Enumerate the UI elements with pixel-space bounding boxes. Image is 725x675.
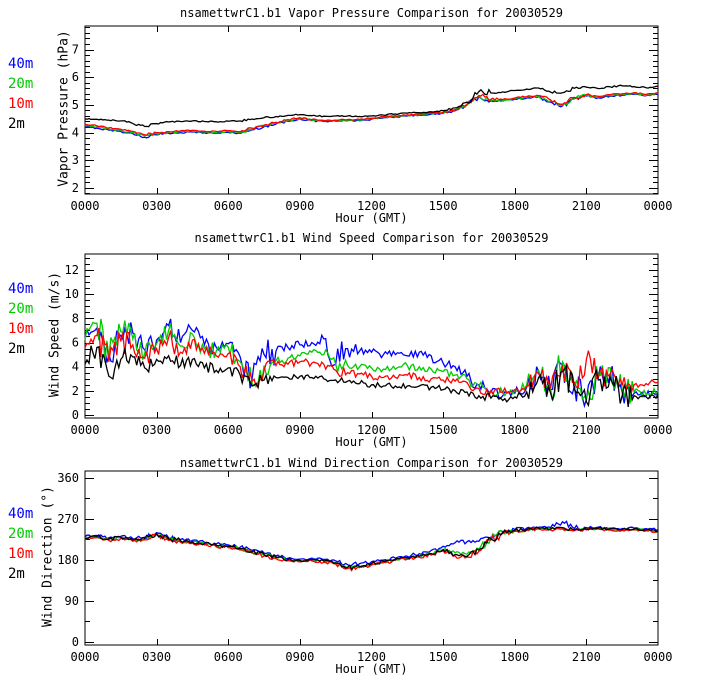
svg-text:0900: 0900	[285, 650, 314, 664]
legend-item-2m: 2m	[8, 116, 25, 132]
wind-speed-panel: nsamettwrC1.b1 Wind Speed Comparison for…	[0, 225, 725, 450]
svg-text:0: 0	[72, 635, 79, 649]
legend-item-40m: 40m	[8, 281, 34, 297]
svg-text:0300: 0300	[142, 199, 171, 213]
svg-text:0600: 0600	[214, 650, 243, 664]
legend-item-20m: 20m	[8, 301, 34, 317]
wind-speed-chart: 0000 0300 0600 0900 1200 1500 1800 2100 00000246…	[65, 253, 673, 437]
svg-text:2: 2	[72, 384, 79, 398]
svg-text:10: 10	[65, 287, 79, 301]
legend-item-40m: 40m	[8, 56, 34, 72]
svg-text:0000: 0000	[71, 423, 100, 437]
svg-text:1800: 1800	[500, 650, 529, 664]
svg-text:0600: 0600	[214, 423, 243, 437]
legend-item-10m: 10m	[8, 321, 34, 337]
svg-text:4: 4	[72, 360, 79, 374]
svg-text:0000: 0000	[644, 650, 673, 664]
wind-speed-title: nsamettwrC1.b1 Wind Speed Comparison for…	[194, 231, 549, 245]
legend-item-40m: 40m	[8, 506, 34, 522]
svg-text:2100: 2100	[572, 199, 601, 213]
wind-direction-chart: 0000 0300 0600 0900 1200 1500 1800 2100 00000901…	[57, 470, 673, 664]
svg-text:2: 2	[72, 181, 79, 195]
legend-item-2m: 2m	[8, 566, 25, 582]
svg-text:0: 0	[72, 408, 79, 422]
svg-text:360: 360	[57, 471, 79, 485]
svg-text:0900: 0900	[285, 423, 314, 437]
svg-text:3: 3	[72, 153, 79, 167]
svg-text:0300: 0300	[142, 423, 171, 437]
svg-text:4: 4	[72, 126, 79, 140]
vapor-pressure-chart: 0000 0300 0600 0900 1200 1500 1800 2100 0000 2 3 4 5…	[71, 25, 673, 213]
svg-text:0000: 0000	[71, 650, 100, 664]
svg-text:6: 6	[72, 336, 79, 350]
svg-text:0000: 0000	[644, 199, 673, 213]
svg-text:2100: 2100	[572, 650, 601, 664]
wind-direction-title: nsamettwrC1.b1 Wind Direction Comparison…	[180, 456, 563, 470]
svg-text:90: 90	[65, 594, 79, 608]
wind-direction-xlabel: Hour (GMT)	[335, 662, 408, 675]
legend-item-20m: 20m	[8, 76, 34, 92]
svg-text:5: 5	[72, 98, 79, 112]
svg-text:0000: 0000	[71, 199, 100, 213]
legend-item-10m: 10m	[8, 96, 34, 112]
vapor-pressure-title: nsamettwrC1.b1 Vapor Pressure Comparison…	[180, 6, 563, 20]
svg-text:1200: 1200	[357, 199, 386, 213]
wind-direction-panel: nsamettwrC1.b1 Wind Direction Comparison…	[0, 450, 725, 675]
svg-text:0900: 0900	[285, 199, 314, 213]
svg-text:1200: 1200	[357, 423, 386, 437]
legend-item-2m: 2m	[8, 341, 25, 357]
svg-text:1800: 1800	[500, 423, 529, 437]
svg-text:8: 8	[72, 311, 79, 325]
svg-text:1500: 1500	[429, 423, 458, 437]
svg-text:1500: 1500	[429, 650, 458, 664]
legend-item-20m: 20m	[8, 526, 34, 542]
vapor-pressure-xlabel: Hour (GMT)	[335, 211, 408, 225]
svg-text:7: 7	[72, 43, 79, 57]
legend-item-10m: 10m	[8, 546, 34, 562]
svg-text:180: 180	[57, 553, 79, 567]
svg-text:0300: 0300	[142, 650, 171, 664]
svg-text:0600: 0600	[214, 199, 243, 213]
svg-text:6: 6	[72, 70, 79, 84]
wind-speed-xlabel: Hour (GMT)	[335, 435, 408, 449]
svg-text:2100: 2100	[572, 423, 601, 437]
svg-text:270: 270	[57, 512, 79, 526]
svg-text:1500: 1500	[429, 199, 458, 213]
svg-text:1800: 1800	[500, 199, 529, 213]
svg-text:1200: 1200	[357, 650, 386, 664]
svg-text:12: 12	[65, 263, 79, 277]
svg-text:0000: 0000	[644, 423, 673, 437]
vapor-pressure-panel: nsamettwrC1.b1 Vapor Pressure Comparison…	[0, 0, 725, 225]
